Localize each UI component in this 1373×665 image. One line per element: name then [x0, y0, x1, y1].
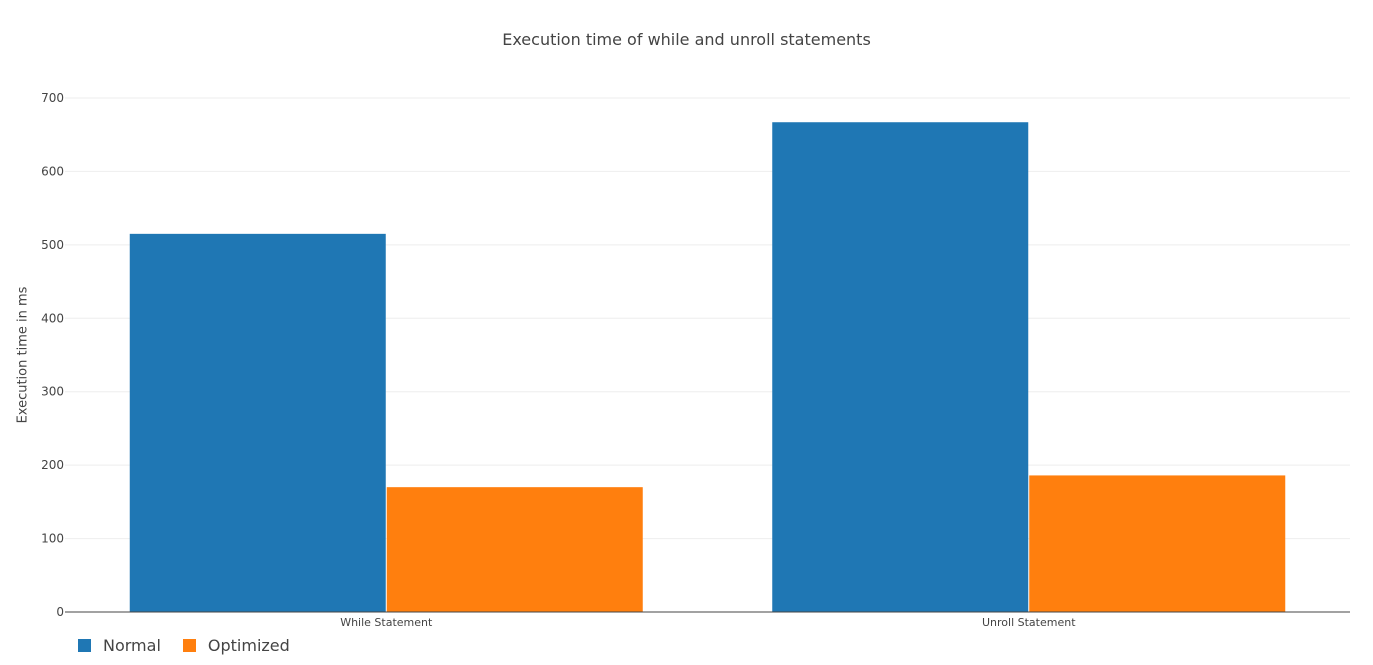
- y-tick-label-600: 600: [41, 164, 64, 178]
- y-tick-label-100: 100: [41, 532, 64, 546]
- y-tick-label-0: 0: [56, 605, 64, 619]
- chart-title: Execution time of while and unroll state…: [502, 30, 871, 49]
- x-tick-label-while-statement: While Statement: [340, 616, 433, 629]
- y-tick-label-500: 500: [41, 238, 64, 252]
- bar-normal-while-statement: [129, 233, 386, 613]
- bar-optimized-while-statement: [386, 487, 643, 612]
- legend: Normal Optimized: [78, 636, 290, 655]
- legend-swatch-optimized: [182, 639, 196, 652]
- y-tick-label-200: 200: [41, 458, 64, 472]
- bar-normal-unroll-statement: [772, 122, 1029, 612]
- y-tick-label-700: 700: [41, 91, 64, 105]
- legend-item-optimized[interactable]: Optimized: [182, 636, 290, 655]
- legend-label-normal: Normal: [103, 636, 161, 655]
- legend-swatch-normal: [78, 639, 91, 652]
- y-tick-label-300: 300: [41, 385, 64, 399]
- legend-label-optimized: Optimized: [207, 636, 290, 655]
- y-tick-label-400: 400: [41, 311, 64, 325]
- x-tick-label-unroll-statement: Unroll Statement: [982, 616, 1076, 629]
- legend-item-normal[interactable]: Normal: [78, 636, 161, 655]
- bar-optimized-unroll-statement: [1029, 475, 1286, 612]
